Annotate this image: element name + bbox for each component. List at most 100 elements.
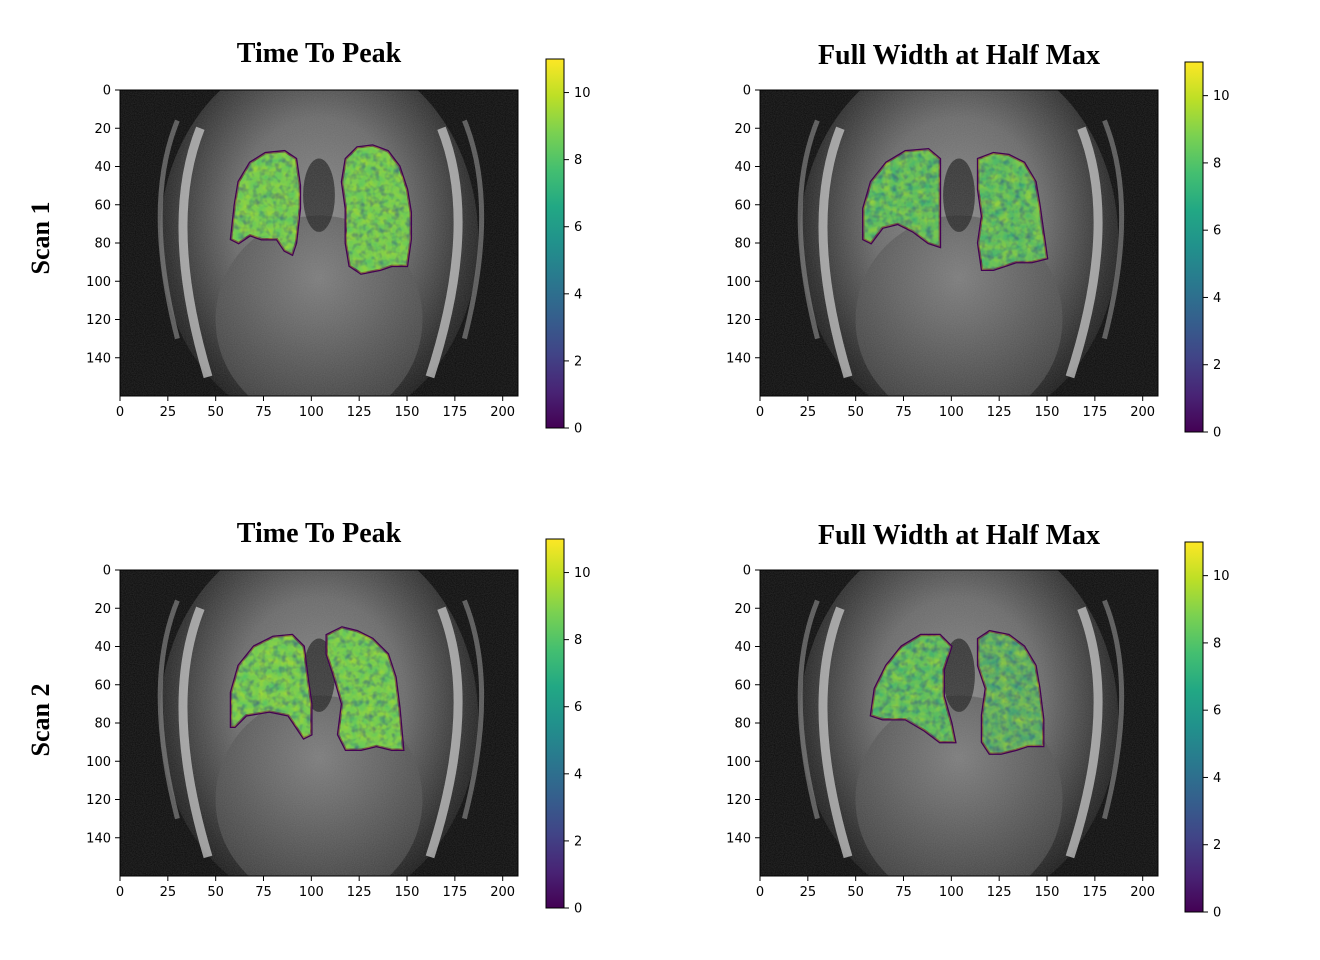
panel-title: Time To Peak (237, 518, 402, 549)
colorbar-tick-label: 10 (574, 566, 591, 581)
colorbar-tick-label: 4 (574, 287, 582, 302)
colorbar-scale (1184, 541, 1204, 913)
colorbar: 0 2 4 6 8 10 (545, 538, 591, 917)
x-tick-label: 25 (160, 405, 177, 420)
colorbar: 0 2 4 6 8 10 (545, 58, 591, 437)
right-lung-overlay (976, 151, 1049, 272)
mri-noise (760, 90, 1158, 396)
colorbar-tick-label: 4 (1213, 771, 1221, 786)
x-tick-label: 200 (490, 885, 515, 900)
x-tick-label: 200 (1130, 885, 1155, 900)
x-tick-label: 75 (895, 885, 912, 900)
colorbar: 0 2 4 6 8 10 (1184, 61, 1230, 441)
y-tick-label: 60 (94, 198, 111, 213)
mri-noise (760, 570, 1158, 876)
y-tick-label: 40 (94, 640, 111, 655)
y-tick-label: 40 (734, 640, 751, 655)
y-tick-label: 0 (743, 564, 751, 579)
colorbar-tick-label: 0 (574, 902, 582, 917)
left-lung-overlay (229, 149, 302, 257)
x-tick-label: 100 (939, 885, 964, 900)
mri-background (760, 90, 1158, 396)
y-tick-label: 60 (94, 678, 111, 693)
right-lung-overlay (340, 144, 413, 275)
y-tick-label: 40 (734, 160, 751, 175)
x-tick-label: 175 (442, 405, 467, 420)
x-tick-label: 200 (490, 405, 515, 420)
y-tick-label: 40 (94, 160, 111, 175)
colorbar-tick-label: 6 (1213, 224, 1221, 239)
y-tick-label: 80 (94, 237, 111, 252)
x-tick-label: 125 (347, 885, 372, 900)
y-tick-label: 80 (94, 717, 111, 732)
x-tick-label: 100 (939, 405, 964, 420)
left-lung-texture-low (871, 635, 956, 743)
x-tick-label: 25 (800, 405, 817, 420)
x-tick-label: 75 (255, 405, 272, 420)
y-tick-label: 0 (103, 564, 111, 579)
mri-background (760, 570, 1158, 876)
y-tick-label: 120 (86, 313, 111, 328)
colorbar-tick-label: 8 (574, 633, 582, 648)
y-tick-label: 20 (734, 602, 751, 617)
y-tick-label: 0 (103, 84, 111, 99)
x-tick-label: 125 (347, 405, 372, 420)
y-tick-label: 140 (726, 831, 751, 846)
x-tick-label: 150 (395, 885, 420, 900)
y-tick-label: 60 (734, 678, 751, 693)
left-lung-texture-low (863, 149, 940, 247)
x-tick-label: 125 (987, 405, 1012, 420)
row-label-scan-1: Scan 1 (26, 202, 55, 275)
right-lung-texture-low (978, 631, 1044, 754)
y-tick-label: 120 (86, 793, 111, 808)
colorbar-scale (545, 58, 565, 429)
mri-background (120, 570, 518, 876)
y-tick-label: 140 (86, 351, 111, 366)
colorbar-tick-label: 2 (1213, 838, 1221, 853)
x-tick-label: 0 (756, 405, 764, 420)
y-tick-label: 100 (86, 755, 111, 770)
colorbar-tick-label: 4 (1213, 291, 1221, 306)
x-tick-label: 25 (800, 885, 817, 900)
y-tick-label: 20 (94, 602, 111, 617)
colorbar-tick-label: 2 (1213, 358, 1221, 373)
right-lung-overlay (325, 626, 405, 752)
x-tick-label: 50 (207, 405, 224, 420)
x-tick-label: 150 (1035, 405, 1060, 420)
colorbar: 0 2 4 6 8 10 (1184, 541, 1230, 921)
x-tick-label: 150 (395, 405, 420, 420)
y-tick-label: 140 (726, 351, 751, 366)
colorbar-tick-label: 6 (574, 220, 582, 235)
y-tick-label: 0 (743, 84, 751, 99)
y-tick-label: 80 (734, 237, 751, 252)
x-tick-label: 0 (116, 885, 124, 900)
left-lung-texture-low (231, 151, 300, 255)
y-tick-label: 80 (734, 717, 751, 732)
x-tick-label: 200 (1130, 405, 1155, 420)
x-tick-label: 50 (847, 885, 864, 900)
colorbar-scale (1184, 61, 1204, 433)
x-tick-label: 100 (299, 405, 324, 420)
y-tick-label: 60 (734, 198, 751, 213)
left-lung-overlay (862, 148, 942, 249)
x-tick-label: 75 (255, 885, 272, 900)
colorbar-tick-label: 0 (1213, 906, 1221, 921)
colorbar-tick-label: 8 (1213, 156, 1221, 171)
colorbar-tick-label: 10 (1213, 89, 1230, 104)
right-lung-texture-low (326, 627, 404, 750)
x-tick-label: 75 (895, 405, 912, 420)
y-tick-label: 100 (86, 275, 111, 290)
colorbar-tick-label: 8 (1213, 636, 1221, 651)
x-tick-label: 0 (116, 405, 124, 420)
mri-noise (120, 90, 518, 396)
mri-noise (120, 570, 518, 876)
colorbar-tick-label: 8 (574, 153, 582, 168)
x-tick-label: 50 (847, 405, 864, 420)
y-tick-label: 120 (726, 313, 751, 328)
